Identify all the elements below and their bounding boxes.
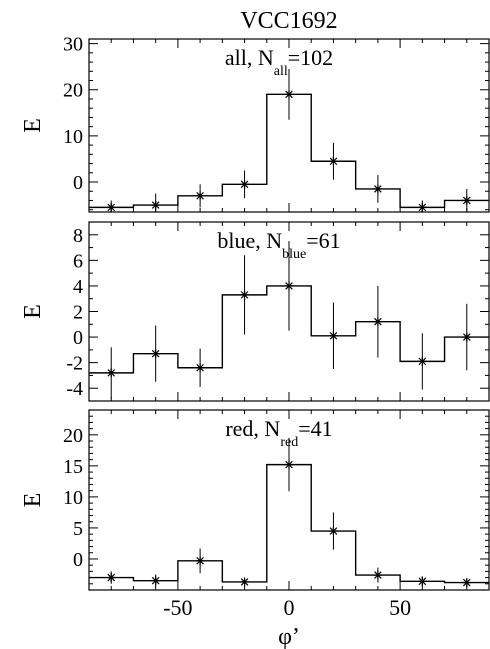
panel-label-prefix: blue, N	[217, 228, 282, 253]
data-point	[417, 356, 427, 366]
data-point	[240, 577, 250, 587]
data-point	[328, 156, 338, 166]
data-point	[328, 526, 338, 536]
x-tick-label: -50	[163, 595, 192, 620]
y-tick-label: 2	[73, 302, 83, 324]
y-tick-label: 30	[63, 34, 83, 56]
panel-label: all, Nall=102	[225, 45, 333, 79]
x-tick-label: 0	[284, 595, 295, 620]
data-point	[462, 332, 472, 342]
data-point	[284, 281, 294, 291]
x-tick-label: 50	[389, 595, 411, 620]
y-tick-label: 0	[73, 172, 83, 194]
y-tick-label: -2	[66, 353, 83, 375]
y-tick-label: 8	[73, 225, 83, 247]
y-tick-label: 4	[73, 276, 83, 298]
panel-label-prefix: all, N	[225, 45, 274, 70]
data-point	[106, 573, 116, 583]
y-tick-label: -4	[66, 378, 83, 400]
panel-label-value: =41	[298, 416, 332, 441]
y-tick-label: 15	[63, 456, 83, 478]
panel-label: red, Nred=41	[225, 416, 332, 450]
panel-label-subscript: blue	[282, 247, 306, 262]
y-tick-label: 6	[73, 250, 83, 272]
data-point	[106, 368, 116, 378]
panel-label-value: =102	[288, 45, 333, 70]
data-point	[240, 179, 250, 189]
y-axis-label: E	[20, 493, 46, 508]
panel-label: blue, Nblue=61	[217, 228, 340, 262]
data-point	[462, 578, 472, 588]
data-point	[417, 202, 427, 212]
data-point	[240, 290, 250, 300]
data-point	[462, 195, 472, 205]
data-point	[195, 191, 205, 201]
y-tick-label: 0	[73, 327, 83, 349]
data-point	[284, 89, 294, 99]
y-tick-label: 10	[63, 487, 83, 509]
y-tick-label: 0	[73, 549, 83, 571]
data-point	[151, 576, 161, 586]
data-point	[284, 460, 294, 470]
data-point	[151, 200, 161, 210]
y-tick-label: 10	[63, 126, 83, 148]
y-tick-label: 20	[63, 80, 83, 102]
data-point	[417, 576, 427, 586]
figure-title: VCC1692	[240, 8, 337, 34]
y-tick-label: 5	[73, 518, 83, 540]
panel-label-prefix: red, N	[225, 416, 280, 441]
y-axis-label: E	[20, 304, 46, 319]
data-point	[373, 184, 383, 194]
panel-label-subscript: all	[274, 64, 288, 79]
data-point	[328, 331, 338, 341]
panel-label-value: =61	[306, 228, 340, 253]
data-point	[373, 317, 383, 327]
data-point	[151, 349, 161, 359]
data-point	[195, 556, 205, 566]
data-point	[106, 202, 116, 212]
data-point	[195, 363, 205, 373]
y-tick-label: 20	[63, 425, 83, 447]
y-axis-label: E	[20, 118, 46, 133]
x-axis-label: φ’	[278, 624, 300, 649]
data-point	[373, 570, 383, 580]
